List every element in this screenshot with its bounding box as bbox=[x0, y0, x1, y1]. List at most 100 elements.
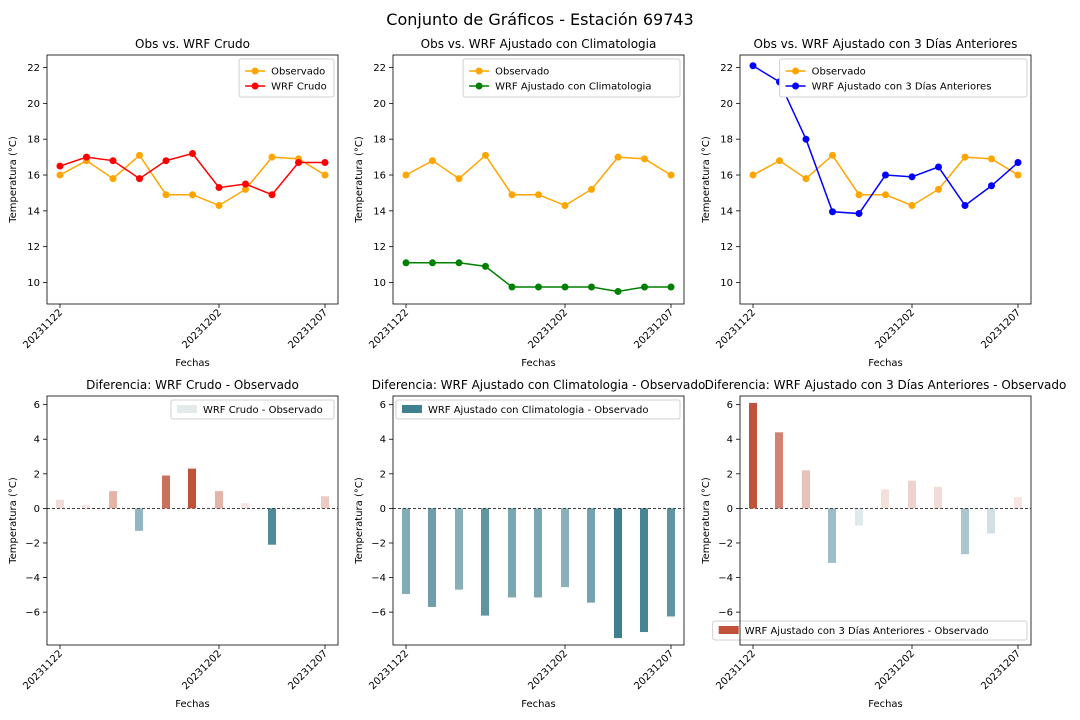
x-tick-label: 20231202 bbox=[526, 307, 570, 351]
y-tick-label: 14 bbox=[373, 206, 386, 217]
y-tick-label: 4 bbox=[380, 435, 386, 446]
data-point bbox=[749, 171, 757, 179]
subplot-4: Diferencia: WRF Crudo - Observado −6 −4 −2 0… bbox=[8, 378, 339, 710]
y-tick-label: 6 bbox=[34, 400, 40, 411]
y-tick-label: 0 bbox=[34, 504, 40, 515]
y-axis-label: Temperatura (°C) bbox=[701, 477, 712, 565]
y-tick-label: 10 bbox=[27, 278, 40, 289]
y-tick-label: 2 bbox=[34, 469, 40, 480]
y-tick-label: 2 bbox=[380, 469, 386, 480]
legend-box bbox=[462, 58, 681, 98]
y-tick-label: 16 bbox=[27, 171, 40, 182]
y-tick-label: −4 bbox=[718, 573, 733, 584]
x-tick-label: 20231202 bbox=[526, 648, 570, 692]
x-tick-label: 20231202 bbox=[873, 648, 917, 692]
data-point bbox=[83, 153, 90, 161]
data-point bbox=[508, 191, 516, 199]
y-tick-label: 22 bbox=[720, 63, 733, 74]
data-point bbox=[402, 259, 410, 267]
bar bbox=[881, 489, 889, 509]
subplot-6: Diferencia: WRF Ajustado con 3 Días Ante… bbox=[701, 378, 1066, 710]
data-point bbox=[561, 201, 569, 209]
legend-marker bbox=[792, 82, 800, 90]
data-point bbox=[1014, 171, 1022, 179]
data-point bbox=[749, 62, 757, 70]
bar bbox=[749, 402, 757, 509]
x-tick-label: 20231122 bbox=[367, 648, 411, 692]
x-axis-label: Fechas bbox=[175, 358, 210, 369]
y-axis-label: Temperatura (°C) bbox=[354, 136, 365, 224]
legend-label: WRF Ajustado con Climatologia bbox=[495, 82, 651, 93]
data-point bbox=[482, 151, 489, 159]
subplot-title: Obs vs. WRF Ajustado con Climatologia bbox=[421, 37, 657, 51]
data-point bbox=[242, 180, 249, 188]
y-tick-label: 18 bbox=[27, 135, 40, 146]
data-point bbox=[535, 191, 542, 199]
y-tick-label: 0 bbox=[380, 504, 386, 515]
legend-label: Observado bbox=[812, 67, 866, 78]
legend-box bbox=[238, 58, 335, 98]
x-axis-label: Fechas bbox=[175, 699, 210, 710]
legend-box bbox=[712, 620, 1028, 641]
data-point bbox=[429, 157, 436, 165]
data-point bbox=[109, 157, 117, 165]
data-point bbox=[321, 158, 329, 166]
subplot-2: Obs vs. WRF Ajustado con Climatologia 10 1… bbox=[354, 37, 685, 369]
y-tick-label: 14 bbox=[27, 206, 40, 217]
y-tick-label: 22 bbox=[373, 63, 386, 74]
subplot-3: Obs vs. WRF Ajustado con 3 Días Anterior… bbox=[701, 37, 1032, 369]
axes-frame bbox=[46, 54, 339, 305]
data-point bbox=[641, 283, 648, 291]
data-point bbox=[667, 171, 675, 179]
data-point bbox=[855, 191, 863, 199]
bar bbox=[587, 508, 595, 603]
data-point bbox=[136, 151, 143, 159]
legend-label: Observado bbox=[271, 67, 325, 78]
legend-swatch bbox=[718, 626, 739, 634]
subplot-5: Diferencia: WRF Ajustado con Climatologi… bbox=[354, 378, 705, 710]
data-point bbox=[482, 262, 489, 270]
bar bbox=[82, 504, 90, 509]
x-tick-label: 20231207 bbox=[632, 307, 676, 351]
x-tick-label: 20231122 bbox=[21, 307, 65, 351]
data-point bbox=[641, 155, 648, 163]
x-tick-label: 20231207 bbox=[286, 648, 330, 692]
y-tick-label: −6 bbox=[718, 608, 733, 619]
y-tick-label: 0 bbox=[727, 504, 733, 515]
data-point bbox=[935, 185, 942, 193]
bar bbox=[241, 503, 249, 509]
data-point bbox=[961, 153, 969, 161]
legend-marker bbox=[475, 82, 483, 90]
bar bbox=[268, 508, 276, 545]
data-point bbox=[455, 175, 463, 183]
bar bbox=[802, 470, 810, 509]
y-tick-label: 4 bbox=[34, 435, 40, 446]
legend-label: WRF Ajustado con 3 Días Anteriores - Obs… bbox=[745, 625, 989, 637]
x-axis-label: Fechas bbox=[521, 358, 556, 369]
bar bbox=[934, 486, 942, 509]
series-line bbox=[59, 152, 325, 196]
data-point bbox=[242, 185, 249, 193]
data-point bbox=[614, 153, 622, 161]
data-point bbox=[829, 151, 836, 159]
data-point bbox=[935, 163, 942, 171]
bar bbox=[109, 491, 117, 509]
bar bbox=[188, 468, 196, 509]
y-tick-label: 2 bbox=[727, 469, 733, 480]
y-tick-label: 12 bbox=[27, 242, 40, 253]
data-point bbox=[614, 287, 622, 295]
bar bbox=[321, 496, 329, 509]
x-tick-label: 20231207 bbox=[286, 307, 330, 351]
data-point bbox=[295, 158, 302, 166]
bar bbox=[455, 508, 463, 590]
legend-label: WRF Ajustado con Climatologia - Observad… bbox=[428, 405, 649, 416]
data-point bbox=[988, 155, 995, 163]
y-axis-label: Temperatura (°C) bbox=[8, 477, 19, 565]
y-tick-label: −2 bbox=[371, 538, 386, 549]
legend-swatch bbox=[401, 405, 422, 413]
bar bbox=[855, 508, 863, 526]
axes-frame bbox=[46, 395, 339, 646]
subplot-title: Obs vs. WRF Crudo bbox=[135, 37, 250, 51]
x-tick-label: 20231122 bbox=[21, 648, 65, 692]
